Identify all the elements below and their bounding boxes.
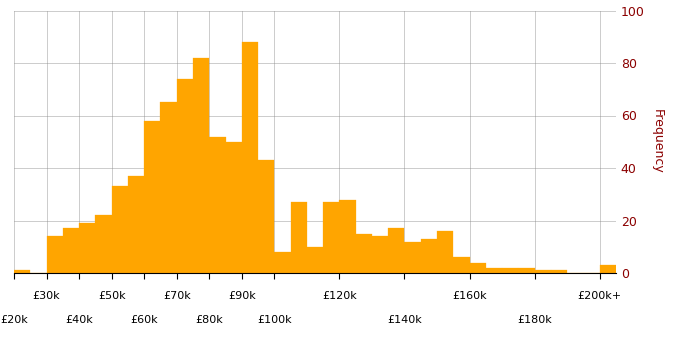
Bar bbox=[14, 271, 30, 273]
Bar bbox=[551, 271, 567, 273]
Bar bbox=[519, 268, 535, 273]
Bar bbox=[128, 176, 144, 273]
Bar bbox=[79, 223, 95, 273]
Bar bbox=[535, 271, 551, 273]
Bar bbox=[307, 247, 323, 273]
Text: £30k: £30k bbox=[33, 291, 60, 301]
Bar bbox=[421, 239, 437, 273]
Text: £50k: £50k bbox=[98, 291, 125, 301]
Text: £90k: £90k bbox=[228, 291, 256, 301]
Bar bbox=[193, 58, 209, 273]
Bar bbox=[372, 236, 389, 273]
Text: £20k: £20k bbox=[0, 315, 28, 325]
Bar bbox=[486, 268, 502, 273]
Text: £40k: £40k bbox=[65, 315, 93, 325]
Bar bbox=[340, 199, 356, 273]
Bar bbox=[144, 121, 160, 273]
Text: £120k: £120k bbox=[322, 291, 357, 301]
Bar bbox=[437, 231, 454, 273]
Bar bbox=[225, 142, 241, 273]
Bar bbox=[111, 186, 128, 273]
Y-axis label: Frequency: Frequency bbox=[651, 109, 664, 174]
Text: £80k: £80k bbox=[195, 315, 223, 325]
Bar bbox=[454, 257, 470, 273]
Bar bbox=[258, 160, 274, 273]
Bar bbox=[46, 236, 63, 273]
Text: £200k+: £200k+ bbox=[578, 291, 622, 301]
Bar bbox=[405, 241, 421, 273]
Bar bbox=[502, 268, 519, 273]
Text: £70k: £70k bbox=[163, 291, 190, 301]
Text: £160k: £160k bbox=[452, 291, 487, 301]
Bar bbox=[470, 262, 486, 273]
Bar bbox=[389, 229, 405, 273]
Bar bbox=[95, 215, 111, 273]
Bar bbox=[290, 202, 307, 273]
Bar bbox=[356, 234, 372, 273]
Text: £180k: £180k bbox=[517, 315, 552, 325]
Bar bbox=[63, 229, 79, 273]
Text: £60k: £60k bbox=[130, 315, 158, 325]
Bar bbox=[176, 79, 193, 273]
Bar bbox=[160, 102, 176, 273]
Bar bbox=[323, 202, 340, 273]
Bar bbox=[274, 252, 290, 273]
Text: £140k: £140k bbox=[387, 315, 422, 325]
Bar bbox=[600, 265, 616, 273]
Bar bbox=[241, 42, 258, 273]
Bar bbox=[209, 136, 225, 273]
Text: £100k: £100k bbox=[257, 315, 292, 325]
